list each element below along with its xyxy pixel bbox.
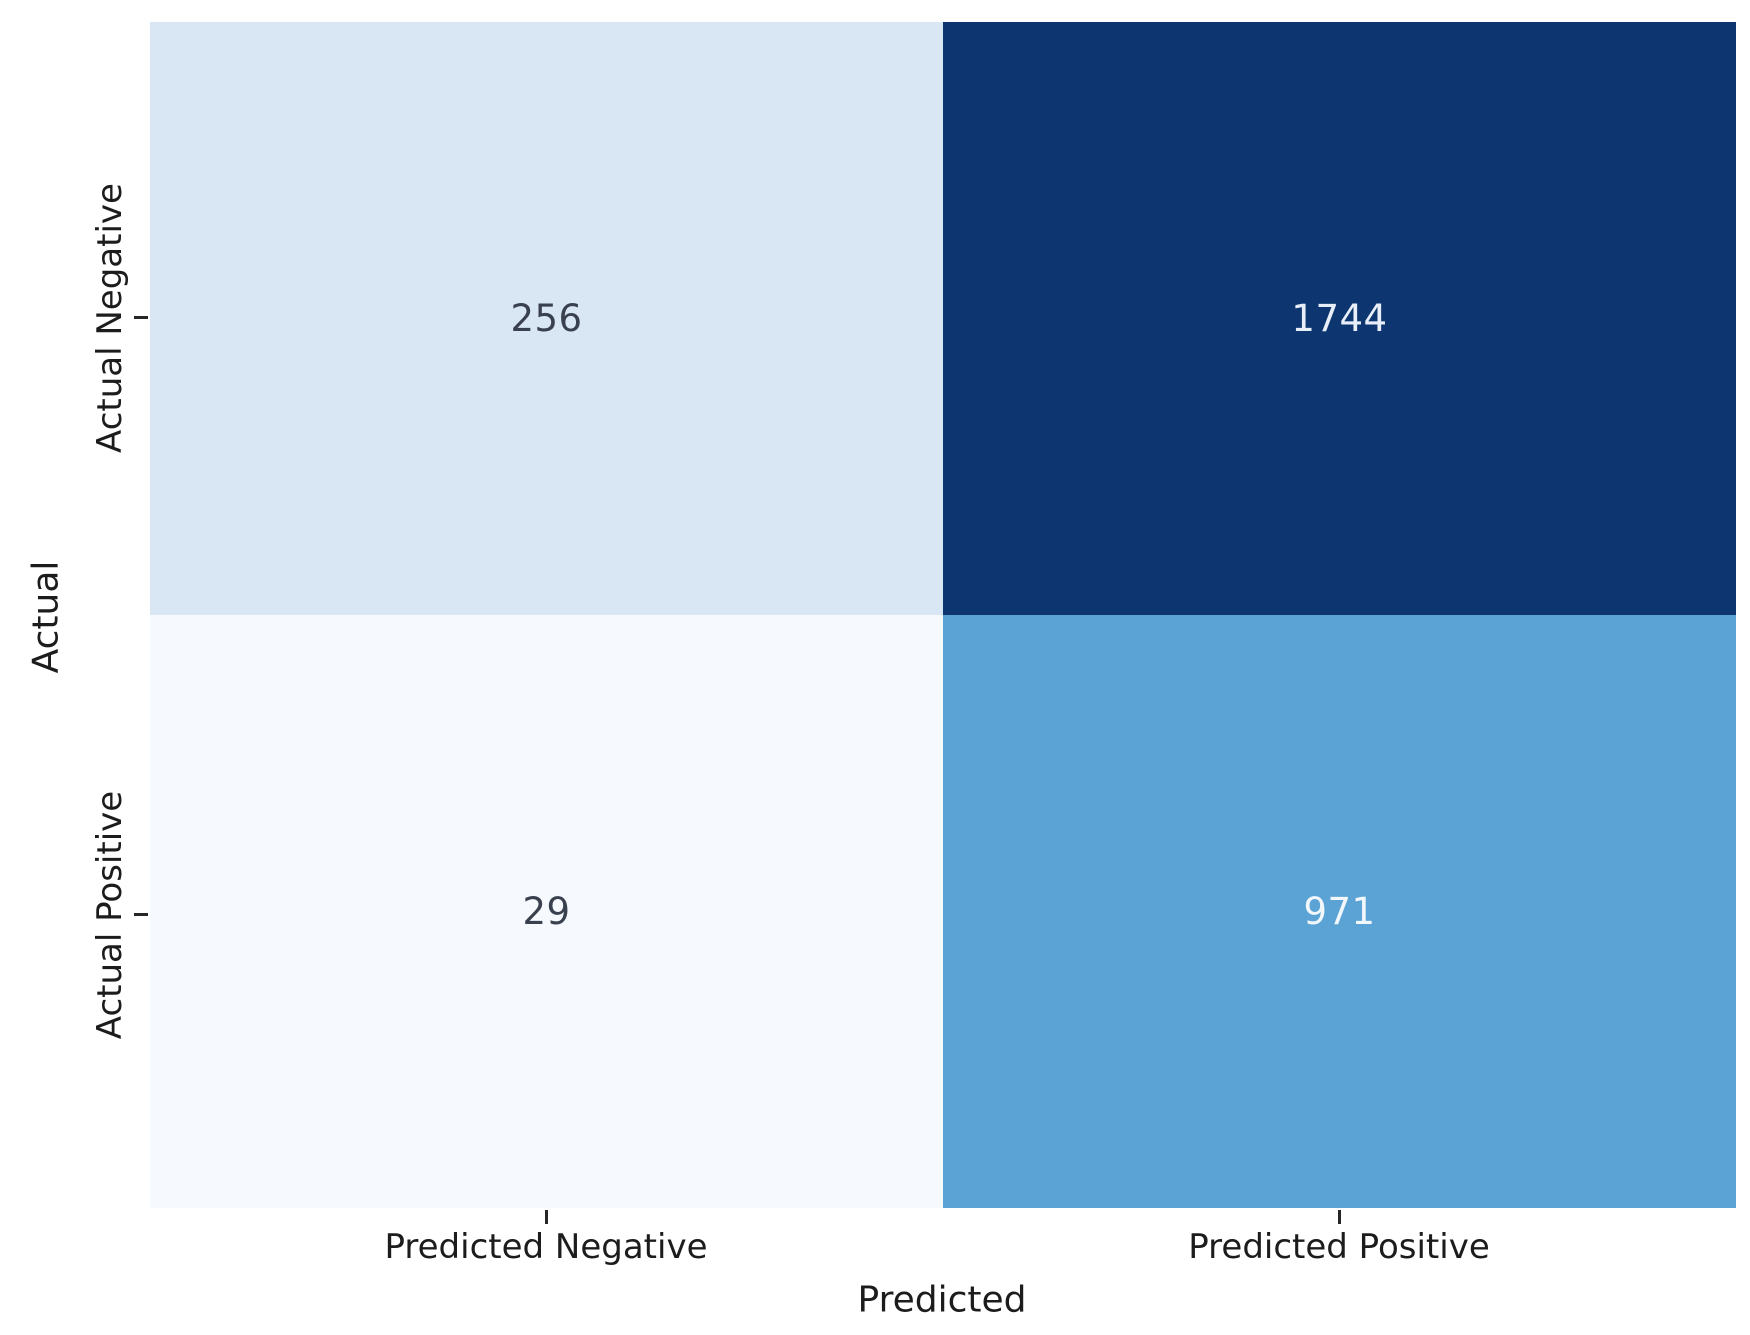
x-tick-label-predicted-negative: Predicted Negative <box>384 1227 708 1267</box>
x-tick-mark <box>545 1210 548 1224</box>
cell-actual-positive-predicted-negative: 29 <box>150 615 943 1208</box>
x-tick-label-predicted-positive: Predicted Positive <box>1188 1227 1490 1267</box>
cell-actual-negative-predicted-positive: 1744 <box>943 22 1736 615</box>
heatmap-plot: 256 1744 29 971 <box>150 22 1736 1208</box>
cell-actual-negative-predicted-negative: 256 <box>150 22 943 615</box>
x-tick-mark <box>1338 1210 1341 1224</box>
x-axis-label: Predicted <box>857 1279 1027 1321</box>
cell-actual-positive-predicted-positive: 971 <box>943 615 1736 1208</box>
cell-value: 971 <box>1303 890 1376 933</box>
y-tick-label-actual-positive: Actual Positive <box>90 790 130 1040</box>
cell-value: 29 <box>522 890 571 933</box>
y-tick-mark <box>134 316 148 319</box>
y-tick-label-actual-negative: Actual Negative <box>90 183 130 453</box>
cell-value: 1744 <box>1291 297 1388 340</box>
y-axis-label: Actual <box>25 560 67 674</box>
y-tick-mark <box>134 913 148 916</box>
cell-value: 256 <box>510 297 583 340</box>
